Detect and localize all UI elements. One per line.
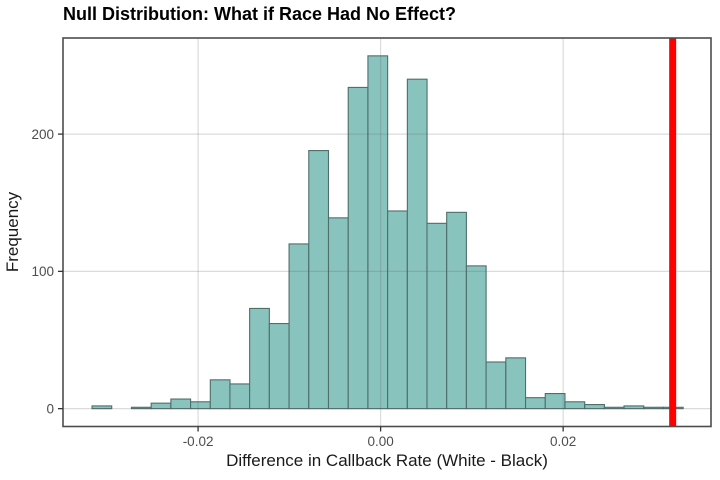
histogram-bar — [367, 55, 389, 410]
histogram-bar — [446, 211, 467, 410]
histogram-bar — [288, 243, 310, 410]
x-tick-label: 0.02 — [550, 434, 576, 449]
x-tick-label: 0.00 — [367, 434, 393, 449]
y-axis-label: Frequency — [3, 191, 22, 273]
histogram-bar — [347, 86, 369, 410]
chart-title: Null Distribution: What if Race Had No E… — [63, 4, 457, 24]
histogram-bar — [327, 217, 349, 410]
histogram-bar — [170, 398, 192, 410]
histogram-bar — [485, 361, 507, 410]
y-tick-label: 200 — [31, 127, 54, 142]
histogram-bar — [524, 397, 546, 410]
histogram-bar — [268, 322, 290, 410]
histogram-bar — [308, 150, 330, 410]
histogram-bar — [229, 383, 251, 410]
histogram-bar — [505, 357, 527, 410]
histogram-bar — [564, 401, 586, 410]
x-tick-label: -0.02 — [183, 434, 214, 449]
histogram-bar — [91, 405, 113, 410]
histogram-bar — [465, 265, 487, 410]
histogram-bar — [387, 210, 408, 410]
histogram-bar — [150, 402, 172, 410]
histogram-bar — [249, 307, 270, 410]
histogram-bar — [426, 222, 448, 410]
histogram-bar — [190, 401, 211, 410]
histogram-bar — [209, 379, 231, 410]
histogram-bar — [584, 403, 605, 410]
x-axis-label: Difference in Callback Rate (White - Bla… — [226, 451, 548, 470]
histogram-bar — [406, 78, 428, 410]
y-tick-label: 0 — [46, 401, 54, 416]
panel-border — [62, 37, 712, 428]
histogram-bar — [544, 392, 566, 410]
y-tick-label: 100 — [31, 264, 54, 279]
